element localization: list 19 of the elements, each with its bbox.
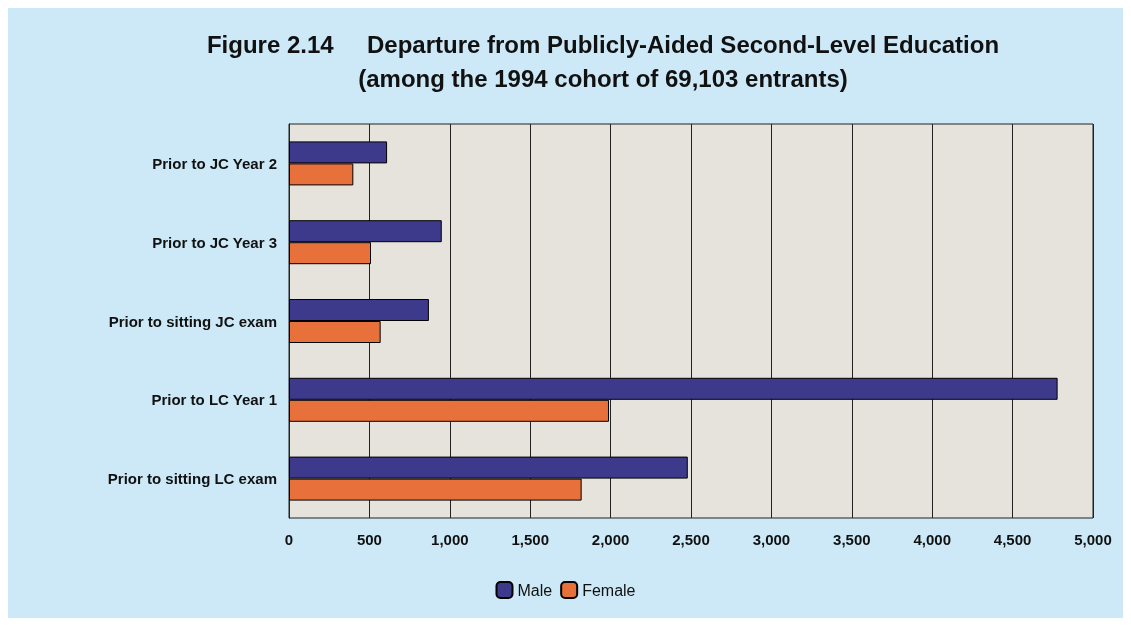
x-tick-label: 3,500 xyxy=(833,531,871,548)
legend-label: Female xyxy=(582,581,636,599)
y-tick-label: Prior to sitting JC exam xyxy=(108,312,277,330)
x-tick-label: 2,000 xyxy=(591,531,630,548)
x-tick-label: 2,500 xyxy=(672,531,710,548)
x-tick-label: 3,000 xyxy=(752,531,791,548)
y-tick-label: Prior to JC Year 2 xyxy=(152,154,277,172)
x-tick-label: 1,000 xyxy=(431,531,469,548)
legend-label: Male xyxy=(517,581,553,599)
y-tick-label: Prior to JC Year 3 xyxy=(152,233,277,251)
x-tick-label: 0 xyxy=(284,531,294,548)
x-tick-label: 500 xyxy=(356,531,382,548)
x-tick-label: 4,000 xyxy=(913,531,951,548)
x-tick-label: 1,500 xyxy=(511,531,549,548)
y-tick-label: Prior to LC Year 1 xyxy=(151,391,277,409)
x-tick-label: 4,500 xyxy=(993,531,1032,548)
chart-title: Figure 2.14 Departure from Publicly-Aided Second-Level Education (among the 1994 cohort of 69,103 entrants) xyxy=(206,30,1000,92)
x-tick-label: 5,000 xyxy=(1074,531,1112,548)
y-tick-label: Prior to sitting LC exam xyxy=(107,470,277,488)
